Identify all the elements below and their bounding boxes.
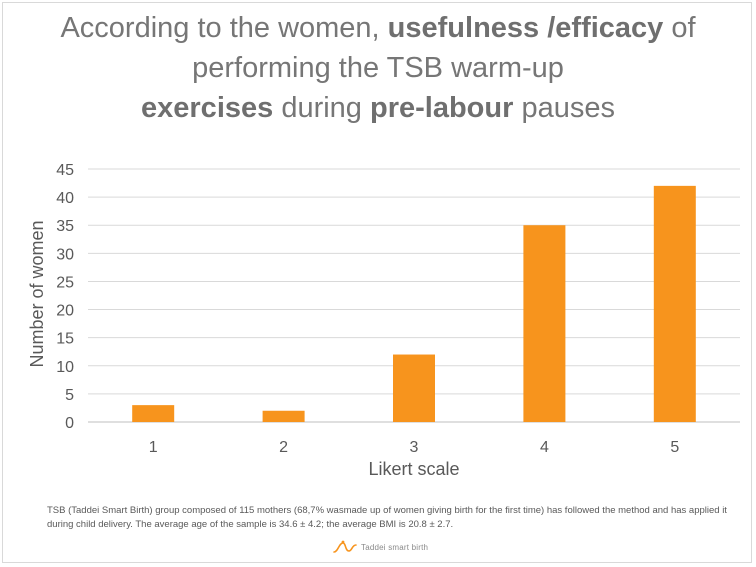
brand-name: Taddei smart birth (361, 542, 429, 552)
y-axis-label: Number of women (27, 220, 47, 367)
bar (393, 354, 435, 422)
footnote: TSB (Taddei Smart Birth) group composed … (47, 505, 727, 530)
title-text: of (663, 12, 696, 44)
y-axis-ticks: 0 5 10 15 20 25 30 35 40 45 (56, 162, 74, 432)
y-tick-label: 45 (56, 162, 74, 179)
title-text: pauses (513, 92, 615, 124)
title-text: According to the women, (60, 12, 388, 44)
x-tick-label: 3 (410, 439, 419, 456)
title-emphasis: usefulness /efficacy (387, 12, 664, 44)
x-tick-label: 4 (540, 439, 549, 456)
y-tick-label: 20 (56, 303, 74, 320)
title-emphasis: pre-labour (370, 92, 514, 124)
stork-wave-icon (333, 540, 357, 553)
title-line-1: According to the women, usefulness /effi… (0, 8, 756, 48)
x-axis-label: Likert scale (368, 459, 459, 479)
chart-title: According to the women, usefulness /effi… (0, 8, 756, 128)
x-tick-label: 5 (670, 439, 679, 456)
y-tick-label: 35 (56, 218, 74, 235)
y-tick-label: 5 (65, 387, 74, 404)
title-line-3: exercises during pre-labour pauses (0, 88, 756, 128)
y-tick-label: 10 (56, 359, 74, 376)
bar (132, 405, 175, 422)
y-tick-label: 15 (56, 331, 74, 348)
bar (523, 225, 566, 422)
y-tick-label: 25 (56, 274, 74, 291)
bar (262, 410, 305, 422)
bar (653, 185, 696, 422)
x-tick-label: 1 (149, 439, 158, 456)
y-tick-label: 30 (56, 246, 74, 263)
bars (132, 185, 696, 422)
x-tick-label: 2 (279, 439, 288, 456)
x-axis-ticks: 1 2 3 4 5 (149, 439, 680, 456)
y-tick-label: 0 (65, 415, 74, 432)
y-tick-label: 40 (56, 190, 74, 207)
brand-logo: Taddei smart birth (332, 538, 452, 556)
title-line-2: performing the TSB warm-up (192, 52, 564, 84)
title-emphasis: exercises (141, 92, 274, 124)
title-text: during (273, 92, 370, 124)
